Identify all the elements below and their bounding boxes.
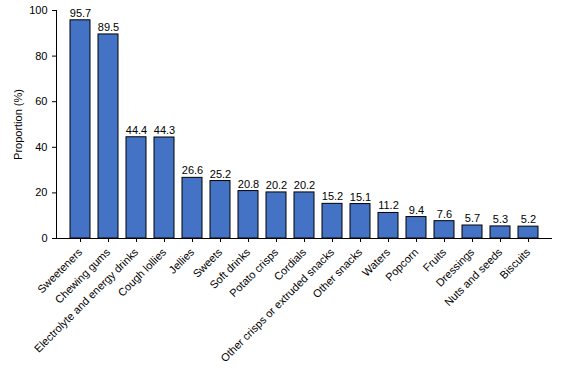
svg-text:20.8: 20.8 <box>238 178 259 190</box>
svg-text:Chewing gums: Chewing gums <box>52 245 113 306</box>
svg-text:Dressings: Dressings <box>433 245 477 289</box>
svg-text:60: 60 <box>35 95 47 107</box>
svg-text:Sweets: Sweets <box>190 245 225 280</box>
svg-text:26.6: 26.6 <box>182 164 203 176</box>
svg-text:Cough lollies: Cough lollies <box>115 245 168 298</box>
svg-text:15.2: 15.2 <box>322 190 343 202</box>
svg-text:40: 40 <box>35 141 47 153</box>
svg-text:Soft drinks: Soft drinks <box>207 245 253 291</box>
svg-text:44.4: 44.4 <box>126 124 147 136</box>
svg-text:5.7: 5.7 <box>465 212 480 224</box>
svg-text:25.2: 25.2 <box>210 168 231 180</box>
svg-text:80: 80 <box>35 50 47 62</box>
svg-text:20.2: 20.2 <box>294 179 315 191</box>
svg-text:Proportion (%): Proportion (%) <box>12 89 24 160</box>
svg-text:7.6: 7.6 <box>437 208 452 220</box>
svg-text:5.3: 5.3 <box>493 213 508 225</box>
svg-text:0: 0 <box>41 232 47 244</box>
svg-text:Potato crisps: Potato crisps <box>227 245 281 300</box>
svg-text:89.5: 89.5 <box>98 21 119 33</box>
svg-text:Nuts and seeds: Nuts and seeds <box>442 245 505 308</box>
svg-text:Cordials: Cordials <box>271 245 309 283</box>
svg-text:11.2: 11.2 <box>378 199 399 211</box>
svg-text:Jellies: Jellies <box>166 245 197 276</box>
svg-text:Popcorn: Popcorn <box>383 246 420 283</box>
svg-text:Waters: Waters <box>359 245 393 279</box>
svg-text:100: 100 <box>29 4 47 16</box>
svg-text:44.3: 44.3 <box>154 124 175 136</box>
svg-text:Fruits: Fruits <box>420 245 449 274</box>
svg-text:Other crisps or extruded snack: Other crisps or extruded snacks <box>218 245 337 364</box>
svg-text:20: 20 <box>35 186 47 198</box>
svg-text:20.2: 20.2 <box>266 179 287 191</box>
svg-text:15.1: 15.1 <box>350 191 371 203</box>
svg-text:9.4: 9.4 <box>409 204 424 216</box>
svg-text:Other snacks: Other snacks <box>310 245 365 300</box>
svg-text:Sweeteners: Sweeteners <box>34 245 85 296</box>
svg-text:Electrolyte and energy drinks: Electrolyte and energy drinks <box>32 245 141 354</box>
svg-text:Biscuits: Biscuits <box>497 245 533 281</box>
svg-text:5.2: 5.2 <box>521 213 536 225</box>
svg-text:95.7: 95.7 <box>70 7 91 19</box>
